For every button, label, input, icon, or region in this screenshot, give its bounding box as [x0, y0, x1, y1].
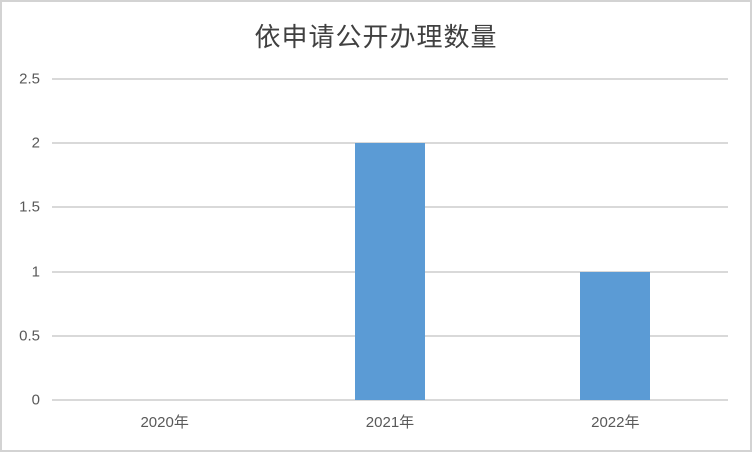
y-tick-label: 2.5 [19, 70, 40, 88]
x-tick-label: 2021年 [365, 414, 415, 431]
x-axis: 2020年 2021年 2022年 [52, 412, 728, 436]
bar-2021 [355, 143, 425, 400]
y-tick-label: 2 [31, 134, 40, 152]
chart-title: 依申请公开办理数量 [254, 23, 498, 52]
plot-area [52, 78, 728, 401]
gridline [52, 78, 728, 80]
bar-2022 [580, 271, 651, 400]
y-tick-label: 1.5 [19, 198, 40, 216]
y-tick-label: 0 [31, 391, 40, 409]
x-tick-label: 2022年 [591, 414, 640, 431]
y-tick-label: 1 [31, 263, 40, 281]
y-tick-label: 0.5 [19, 327, 40, 345]
x-tick-label: 2020年 [140, 414, 189, 431]
x-axis-line [52, 399, 728, 401]
y-axis: 0 0.5 1 1.5 2 2.5 [2, 72, 40, 408]
